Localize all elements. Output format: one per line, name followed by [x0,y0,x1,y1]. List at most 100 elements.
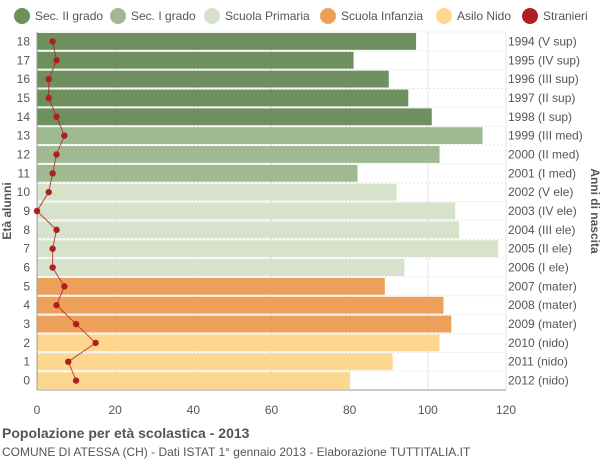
legend-item: Sec. II grado [14,5,103,27]
birth-year-tick-label: 2001 (I med) [508,166,576,180]
bar [37,202,456,220]
birth-year-tick-label: 1996 (III sup) [508,72,579,86]
legend-swatch [204,8,220,24]
age-tick-label: 13 [17,129,31,143]
bar [37,315,452,333]
legend-item: Asilo Nido [436,5,511,27]
birth-year-tick-label: 2005 (II ele) [508,242,572,256]
stranieri-point [61,132,68,139]
birth-year-tick-label: 1997 (II sup) [508,91,575,105]
bar [37,70,389,88]
stranieri-point [53,113,60,120]
birth-year-tick-label: 2003 (IV ele) [508,204,577,218]
age-tick-label: 2 [23,336,30,350]
chart-title: Popolazione per età scolastica - 2013 [2,425,250,441]
age-tick-label: 15 [17,91,31,105]
age-tick-label: 5 [23,279,30,293]
legend-label: Asilo Nido [457,9,512,23]
x-tick-label: 60 [265,403,279,417]
stranieri-point [33,207,41,215]
stranieri-point [92,339,99,347]
y-axis-right-title: Anni di nascita [588,168,600,254]
bar [37,296,444,314]
legend-swatch [14,8,30,24]
birth-year-tick-label: 2007 (mater) [508,279,577,293]
age-tick-label: 14 [17,110,31,124]
age-tick-label: 0 [23,374,30,388]
stranieri-point [49,38,56,45]
legend-label: Sec. II grado [35,9,104,23]
age-tick-label: 17 [17,53,31,67]
bar [37,353,393,371]
legend-label: Scuola Infanzia [341,9,424,23]
age-tick-label: 3 [23,317,30,331]
birth-year-tick-label: 2011 (nido) [508,355,568,369]
birth-year-tick-label: 2004 (III ele) [508,223,575,237]
bar [37,108,432,126]
bar [37,127,483,145]
bar [37,33,417,50]
stranieri-point [45,94,52,102]
birth-year-tick-label: 2009 (mater) [508,317,577,331]
stranieri-point [65,358,72,365]
bar [37,221,460,239]
bar [37,183,397,201]
birth-year-tick-label: 2012 (nido) [508,374,569,388]
legend-swatch [436,8,452,24]
bar [37,372,350,389]
age-tick-label: 12 [17,147,31,161]
age-tick-label: 1 [23,355,30,369]
stranieri-point [45,188,52,196]
birth-year-tick-label: 2008 (mater) [508,298,577,312]
stranieri-point [53,302,60,309]
legend: Sec. II grado Sec. I grado Scuola Primaria… [0,5,600,27]
legend-label: Stranieri [543,9,588,23]
age-tick-label: 11 [18,166,31,180]
legend-swatch [320,8,336,24]
age-tick-label: 4 [23,298,30,312]
bar [37,89,409,107]
stranieri-point [72,377,80,384]
x-tick-label: 20 [108,403,122,417]
age-tick-label: 16 [17,72,31,86]
birth-year-tick-label: 2002 (V ele) [508,185,573,199]
stranieri-point [53,226,60,234]
stranieri-point [49,264,56,271]
bar [37,334,440,352]
x-tick-label: 80 [343,403,357,417]
legend-item: Scuola Infanzia [320,5,423,27]
bar [37,277,385,295]
stranieri-point [49,170,56,177]
birth-year-tick-label: 1999 (III med) [508,129,583,143]
bar [37,240,499,258]
x-tick-label: 120 [496,403,516,417]
legend-item: Sec. I grado [110,5,196,27]
birth-year-tick-label: 1995 (IV sup) [508,53,580,67]
stranieri-point [61,283,68,290]
bar [37,259,405,276]
stranieri-point [53,57,60,64]
age-tick-label: 10 [17,185,31,199]
x-tick-label: 40 [187,403,201,417]
y-axis-title: Età alunni [0,182,14,239]
age-tick-label: 18 [17,34,31,48]
chart-subtitle: COMUNE DI ATESSA (CH) - Dati ISTAT 1° ge… [2,445,471,459]
legend-label: Sec. I grado [131,9,196,23]
legend-item: Scuola Primaria [204,5,310,27]
age-tick-label: 7 [23,242,30,256]
birth-year-tick-label: 2006 (I ele) [508,261,569,275]
bar [37,51,354,69]
x-tick-label: 100 [418,403,438,417]
legend-swatch [110,8,126,24]
bar [37,164,358,182]
legend-label: Scuola Primaria [225,9,310,23]
stranieri-point [53,151,60,158]
stranieri-point [49,245,56,252]
stranieri-point [72,320,80,328]
stranieri-point [45,75,52,83]
x-tick-label: 0 [34,403,41,417]
birth-year-tick-label: 2000 (II med) [508,147,579,161]
bar [37,146,440,163]
